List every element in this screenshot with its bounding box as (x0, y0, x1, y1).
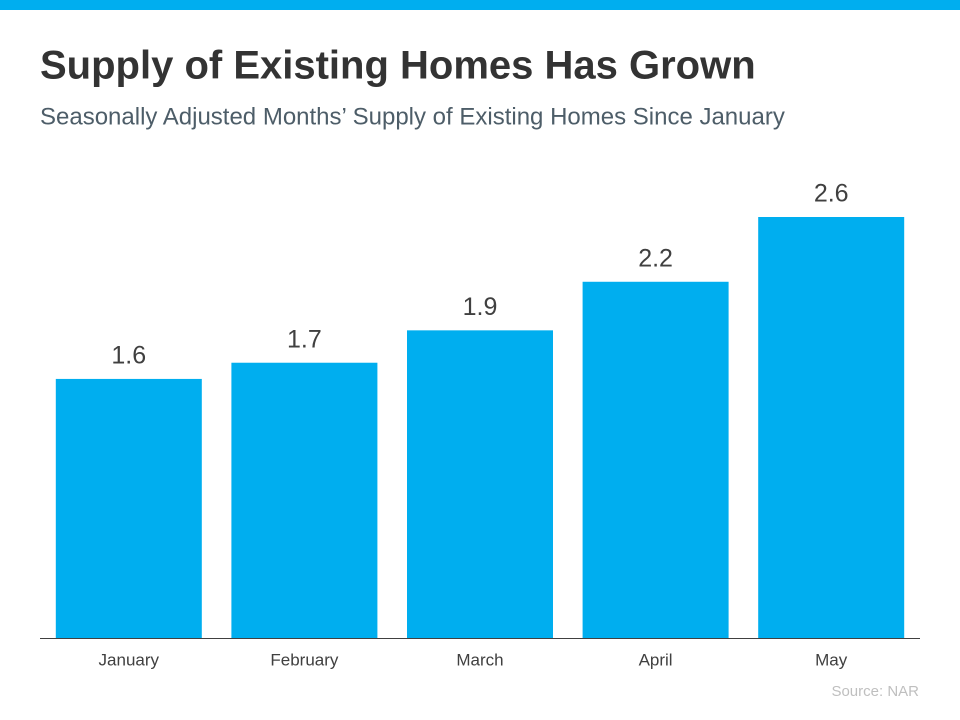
x-tick-label: April (639, 650, 673, 669)
value-label: 2.2 (638, 244, 673, 272)
bar (231, 362, 378, 638)
bar (407, 330, 553, 638)
chart-subtitle: Seasonally Adjusted Months’ Supply of Ex… (40, 103, 785, 130)
x-tick-label: March (456, 650, 503, 669)
value-label: 1.7 (287, 325, 322, 353)
bar (582, 281, 729, 638)
chart-title: Supply of Existing Homes Has Grown (40, 44, 756, 88)
x-tick-label: January (99, 650, 160, 669)
bar (758, 217, 905, 638)
value-label: 2.6 (814, 180, 849, 208)
value-label: 1.6 (111, 342, 146, 370)
top-band (0, 0, 960, 10)
value-label: 1.9 (463, 293, 498, 321)
x-tick-label: February (270, 650, 339, 669)
source: Source: NAR (831, 683, 919, 700)
bar (55, 378, 202, 638)
x-tick-label: May (815, 650, 848, 669)
